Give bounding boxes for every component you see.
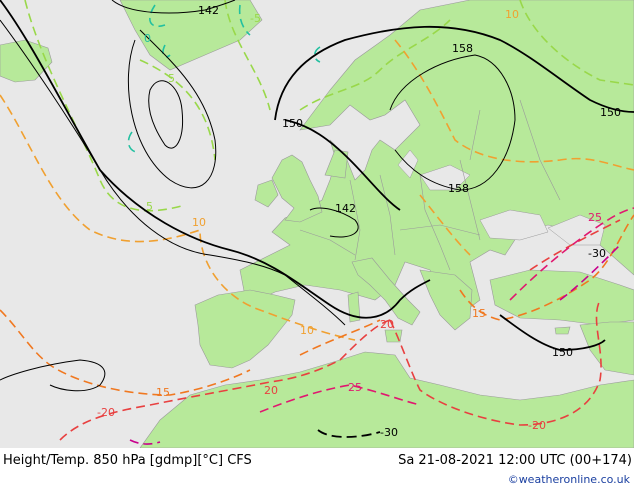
height-contours [0,0,634,438]
height-label: 158 [452,42,473,55]
temp-label: 10 [505,8,519,21]
temp-label: 0 [144,32,151,45]
weather-map: 142 150 158 158 150 142 150 10 10 10 15 … [0,0,634,448]
map-footer: Height/Temp. 850 hPa [gdmp][°C] CFS Sa 2… [0,448,634,490]
height-label: 158 [448,182,469,195]
height-label: 150 [282,117,303,130]
temp-label: 10 [192,216,206,229]
temp-label: -20 [528,419,546,432]
temp-label: 20 [380,318,394,331]
temp-label: -20 [97,406,115,419]
temp-label: 10 [300,324,314,337]
temp-label: 25 [348,381,362,394]
height-label: 142 [335,202,356,215]
temp-label: 25 [588,211,602,224]
map-title: Height/Temp. 850 hPa [gdmp][°C] CFS [3,453,252,468]
temp-label: -5 [250,12,261,25]
temp-label: 15 [472,307,486,320]
height-label: 150 [552,346,573,359]
temp-label: 5 [146,200,153,213]
temp-label: 5 [168,72,175,85]
country-borders [299,99,561,271]
height-label: 142 [198,4,219,17]
temp-label: -30 [588,247,606,260]
contour-labels: 142 150 158 158 150 142 150 10 10 10 15 … [97,4,621,439]
inland-water [397,149,606,246]
forecast-datetime: Sa 21-08-2021 12:00 UTC (00+174) [398,453,632,468]
height-label: 150 [600,106,621,119]
temp-label: 15 [156,386,170,399]
site-credit-link[interactable]: ©weatheronline.co.uk [507,473,630,486]
temperature-contours [0,0,634,445]
temp-label: 20 [264,384,278,397]
temp-label: -30 [380,426,398,439]
